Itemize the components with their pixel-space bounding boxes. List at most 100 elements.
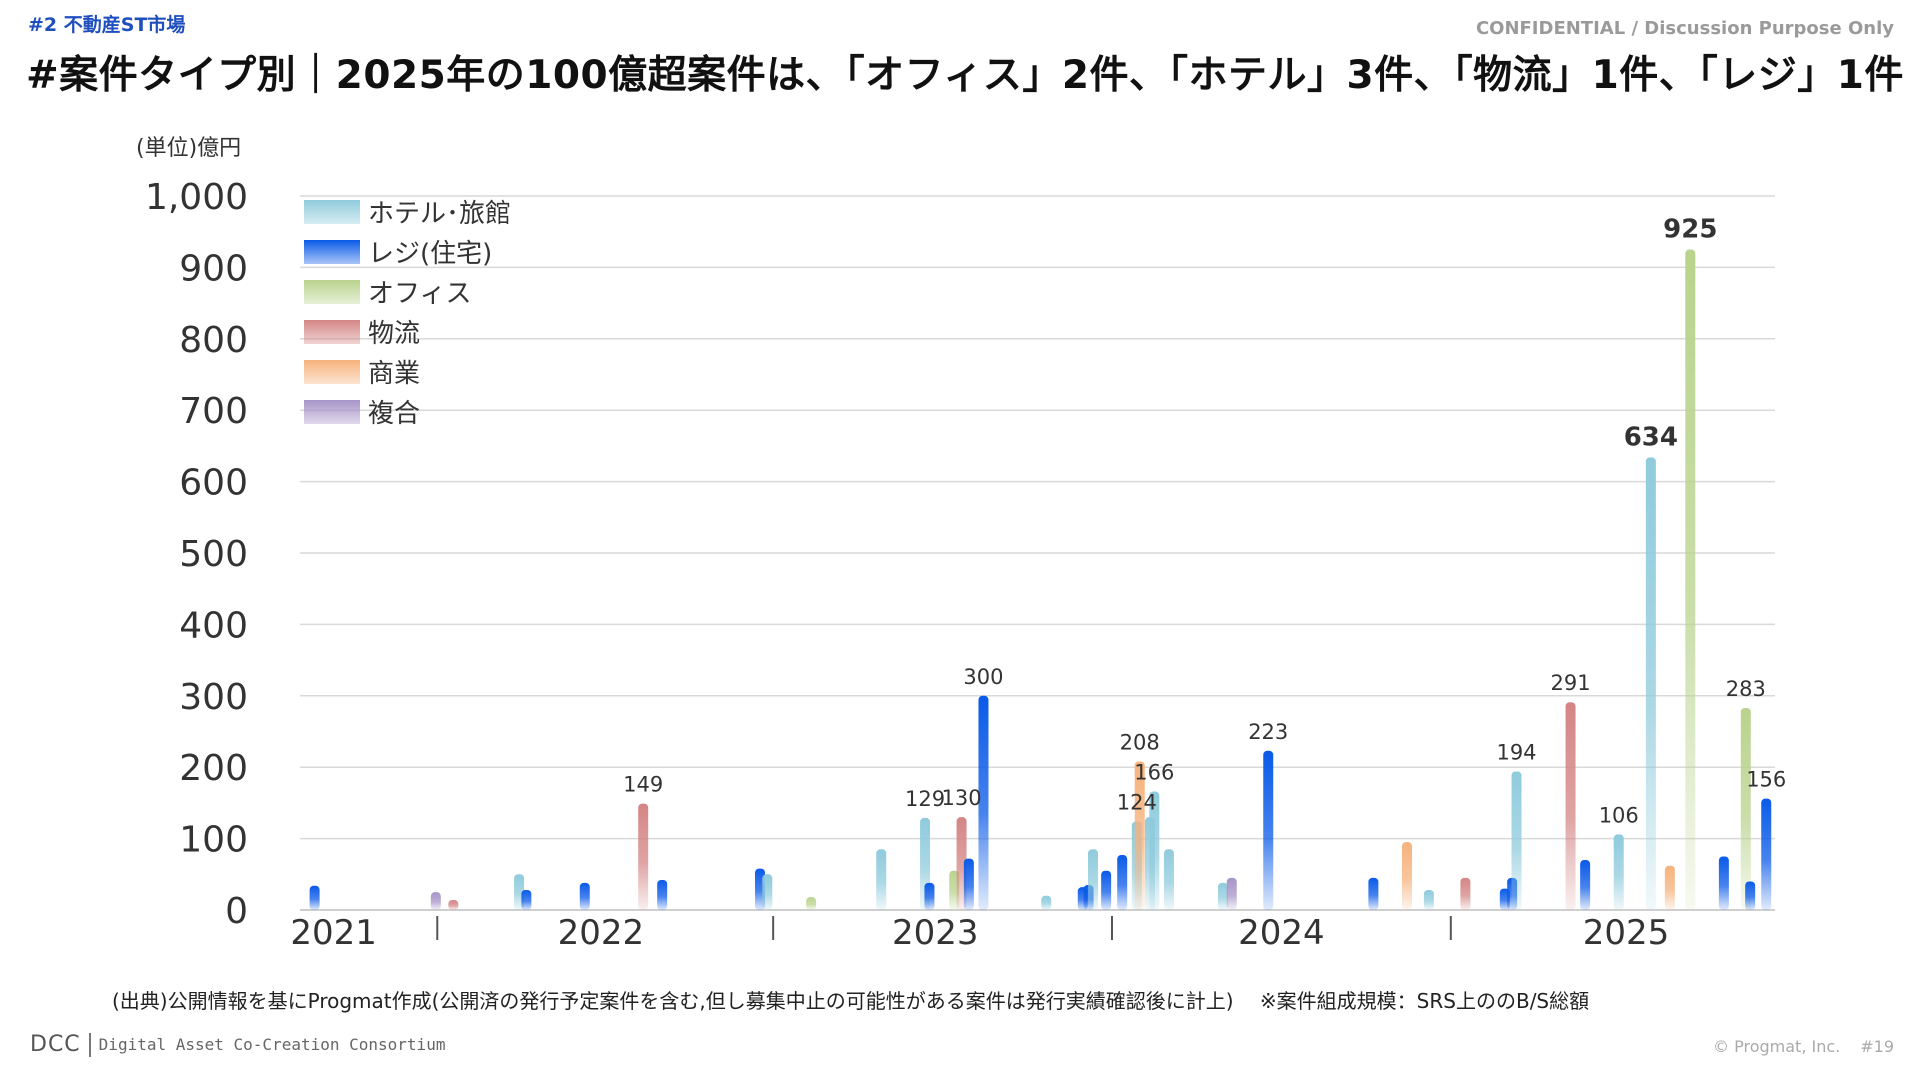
bar-hotel (1613, 834, 1624, 910)
bar-resi (579, 882, 590, 910)
legend-label: 複合 (368, 399, 420, 429)
grid-lines (300, 195, 1775, 911)
bar-logistics (448, 900, 459, 910)
y-tick-label: 200 (179, 748, 248, 789)
footer-brand: DCC Digital Asset Co-Creation Consortium (30, 1032, 445, 1057)
legend-swatch-mixed (304, 400, 360, 424)
y-tick-label: 800 (179, 320, 248, 361)
bar-resi (924, 882, 935, 910)
dcc-logo: DCC (30, 1032, 81, 1057)
legend-label: 物流 (368, 319, 420, 349)
bar-mixed (430, 892, 441, 910)
bar-resi (1745, 881, 1756, 910)
legend-swatch-resi (304, 240, 360, 264)
bar-value-label: 208 (1120, 730, 1160, 754)
bar-office (1685, 249, 1696, 911)
bar-value-label: 129 (905, 787, 945, 811)
bar-value-label: 291 (1550, 671, 1590, 695)
bar-value-label: 925 (1663, 215, 1717, 245)
bar-value-label: 194 (1496, 740, 1536, 764)
footer-divider (88, 1032, 91, 1057)
confidential-label: CONFIDENTIAL / Discussion Purpose Only (1475, 18, 1894, 39)
bar-value-label: 106 (1599, 803, 1639, 827)
legend-label: 商業 (368, 359, 420, 389)
page-number: #19 (1860, 1037, 1894, 1056)
bar-value-label: 283 (1726, 677, 1766, 701)
bar-value-label: 124 (1117, 790, 1157, 814)
bar-resi (978, 695, 989, 910)
legend-swatch-hotel (304, 200, 360, 224)
bar-hotel (762, 874, 773, 910)
bar-hotel (1041, 895, 1052, 910)
bar-commercial (1134, 761, 1145, 910)
bars (309, 249, 1772, 911)
bar-hotel (876, 849, 887, 910)
bar-resi (1368, 877, 1379, 910)
y-tick-label: 300 (179, 677, 248, 718)
bar-hotel (1149, 791, 1160, 910)
bar-office (1740, 707, 1751, 910)
bar-resi (1117, 855, 1128, 910)
legend-swatch-commercial (304, 360, 360, 384)
y-tick-label: 700 (179, 391, 248, 432)
bar-hotel (1087, 849, 1098, 910)
x-year-label: 2023 (892, 913, 979, 953)
y-tick-label: 900 (179, 248, 248, 289)
x-year-label: 2024 (1238, 913, 1325, 953)
legend-swatch-office (304, 280, 360, 304)
bar-value-label: 156 (1746, 768, 1786, 792)
bar-value-label: 300 (963, 665, 1003, 689)
bar-resi (309, 885, 320, 910)
bar-logistics (1565, 702, 1576, 910)
bar-value-label: 223 (1248, 720, 1288, 744)
y-axis-ticks: 0 100 200 300 400 500 600 700 800 900 1,000 (145, 177, 248, 932)
y-tick-label: 600 (179, 463, 248, 504)
bar-value-label: 130 (942, 786, 982, 810)
bar-resi (521, 890, 532, 910)
copyright-text: © Progmat, Inc. (1713, 1037, 1841, 1056)
consortium-name: Digital Asset Co-Creation Consortium (98, 1035, 446, 1054)
bar-mixed (1226, 877, 1237, 910)
x-year-label: 2021 (290, 913, 377, 953)
legend-label: レジ(住宅) (368, 239, 492, 269)
bar-logistics (638, 803, 649, 910)
bar-hotel (1423, 890, 1434, 910)
bar-commercial (1664, 865, 1675, 910)
copyright: © Progmat, Inc. #19 (1693, 1037, 1894, 1056)
bar-hotel (1163, 849, 1174, 910)
bar-resi (1263, 750, 1274, 910)
y-tick-label: 0 (225, 891, 248, 932)
legend-swatch-logistics (304, 320, 360, 344)
legend-label: オフィス (368, 279, 471, 309)
bar-resi (963, 858, 974, 910)
bar-value-label: 634 (1624, 422, 1678, 452)
bar-office (806, 897, 817, 910)
bar-resi (657, 880, 668, 910)
y-tick-label: 500 (179, 534, 248, 575)
bar-value-label: 149 (623, 773, 663, 797)
bar-hotel (1217, 882, 1228, 910)
x-axis: 2021 2022 2023 2024 2025 (290, 913, 1669, 953)
bar-hotel (1645, 457, 1656, 910)
y-tick-label: 400 (179, 605, 248, 646)
bar-resi (1761, 798, 1772, 910)
y-tick-label: 1,000 (145, 177, 248, 218)
bar-resi (1101, 870, 1112, 910)
bar-resi (1580, 860, 1591, 910)
bar-commercial (1401, 842, 1412, 910)
legend-label: ホテル･旅館 (368, 199, 511, 229)
section-tag: #2 不動産ST市場 (28, 14, 186, 36)
bar-chart: 0 100 200 300 400 500 600 700 800 900 1,000 149 129… (145, 177, 1786, 953)
bar-logistics (1460, 877, 1471, 910)
bar-resi (1718, 856, 1729, 910)
source-note: (出典)公開情報を基にProgmat作成(公開済の発行予定案件を含む,但し募集中… (112, 989, 1590, 1013)
bar-hotel (1511, 771, 1522, 910)
x-year-label: 2022 (558, 913, 645, 953)
chart-unit-label: (単位)億円 (136, 136, 242, 161)
x-year-label: 2025 (1583, 913, 1670, 953)
y-tick-label: 100 (179, 820, 248, 861)
bar-value-label: 166 (1134, 760, 1174, 784)
page-title: #案件タイプ別｜2025年の100億超案件は、「オフィス」2件、「ホテル」3件、… (26, 53, 1904, 98)
